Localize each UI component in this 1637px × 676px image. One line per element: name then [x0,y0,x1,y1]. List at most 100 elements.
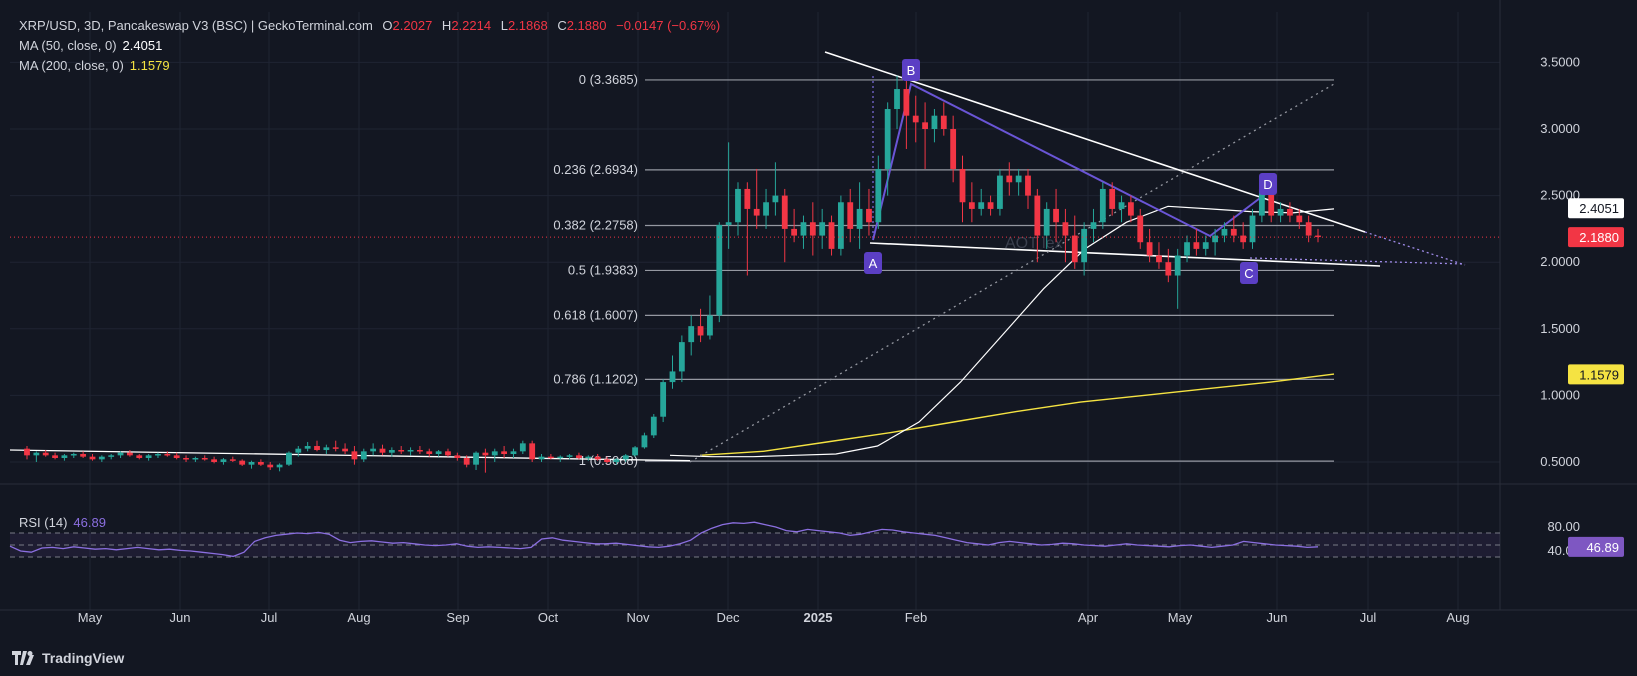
low-value: 2.1868 [507,18,548,33]
candle-body [763,202,769,216]
rsi-legend[interactable]: RSI (14) 46.89 [19,515,106,530]
fib-label: 0.786 (1.1202) [553,371,638,386]
candle-body [931,115,938,129]
candle-body [744,188,751,209]
candle-body [1315,235,1321,238]
resistance-trendline [824,51,1366,233]
candle-body [1043,208,1050,236]
pattern-point-badge [1259,173,1277,195]
brand-name: TradingView [42,650,125,666]
candle-body [791,228,798,236]
candle-body [463,458,470,465]
rsi-value: 46.89 [73,515,106,530]
candle-body [1296,215,1303,223]
candle-body [1221,228,1228,236]
candle-body [735,188,741,223]
candle-body [529,443,536,460]
price-tag-box [1568,364,1624,385]
candle-body [1174,255,1181,276]
candle-body [155,454,161,456]
candle-body [781,195,788,229]
ma50-polyline [669,205,1335,458]
candle-body [566,455,573,457]
candle-body [875,168,882,223]
candle-body [1165,262,1172,276]
change-value: −0.0147 (−0.67%) [616,18,721,33]
ma50-line [669,205,1335,458]
candle-body [1287,208,1293,216]
candle-body [1118,202,1125,209]
candle-body [417,450,423,452]
fib-label: 0.618 (1.6007) [553,307,638,322]
ma200-value: 1.1579 [129,58,170,73]
candle-body [641,435,648,448]
fib-diagonal [689,83,1335,463]
close-value: 2.1880 [566,18,607,33]
symbol-header: XRP/USD, 3D, Pancakeswap V3 (BSC) | Geck… [19,18,720,33]
candle-body [398,450,405,452]
candle-body [42,452,49,456]
tradingview-footer[interactable]: TradingView [12,650,124,666]
candle-body [1230,228,1237,236]
candle-body [332,447,339,449]
candle-body [388,450,395,453]
ma200-label: MA (200, close, 0) [19,58,124,73]
candle-body [1277,208,1284,216]
pattern-points: A B C D [864,59,1277,284]
candle-body [98,456,105,460]
fib-label: 0.236 (2.6934) [553,162,638,177]
rsi-tag-label: 46.89 [1586,540,1619,555]
candle-body [360,451,367,460]
ma50-legend[interactable]: MA (50, close, 0) 2.4051 [19,38,162,53]
candle-body [707,315,713,336]
time-tick-label: 2025 [804,610,833,625]
candle-body [173,455,180,459]
fib-label: 0 (3.3685) [579,72,638,87]
candle-body [950,129,957,169]
candle-body [510,451,517,455]
candle-body [407,450,414,452]
price-axis[interactable]: 3.50003.00002.50002.00001.50001.00000.50… [1540,54,1580,469]
candle-body [604,459,610,462]
ma50-value: 2.4051 [122,38,163,53]
candle-body [669,371,676,383]
time-tick-label: Dec [716,610,740,625]
candle-body [678,342,685,372]
ma200-legend[interactable]: MA (200, close, 0) 1.1579 [19,58,170,73]
time-tick-label: Jul [1360,610,1377,625]
rsi-tag-box [1568,536,1624,557]
rsi-band-fill [10,533,1500,557]
candle-body [866,208,872,223]
price-tag-box [1568,198,1624,219]
candle-body [89,456,96,460]
candle-body [585,456,592,459]
candle-body [884,109,891,169]
candle-body [847,202,854,229]
candle-body [248,462,255,465]
candle-body [323,447,330,451]
time-axis[interactable]: May Jun Jul Aug Sep Oct Nov Dec 2025 Feb Apr May Jun… [78,610,1470,625]
candle-body [856,208,863,229]
rsi-label: RSI (14) [19,515,68,530]
close-label: C [557,18,567,33]
candle-body [267,464,274,468]
candle-body [445,451,451,456]
candle-body [828,222,835,249]
candle-body [1090,222,1097,229]
candle-body [772,195,779,203]
candle-body [594,456,601,460]
candle-body [1258,188,1265,216]
candle-body [61,455,68,459]
candle-body [1127,202,1134,216]
candle-body [819,222,826,236]
candle-body [912,115,919,123]
candle-body [295,448,302,453]
candle-body [1268,188,1275,216]
pattern-point-badge [864,252,882,274]
candle-body [1202,242,1209,249]
price-tick-label: 0.5000 [1540,454,1580,469]
candle-body [650,416,657,436]
open-label: O [382,18,393,33]
candle-body [491,451,498,456]
